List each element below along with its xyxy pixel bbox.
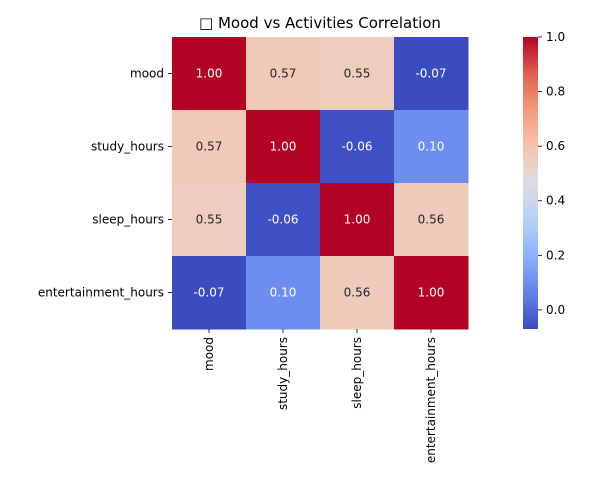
heatmap-cell-mood-sleep_hours bbox=[320, 37, 395, 111]
colorbar-tick-label: 0.4 bbox=[546, 194, 565, 208]
heatmap-cell-value: 0.55 bbox=[196, 213, 223, 227]
heatmap-cell-study_hours-entertainment_hours bbox=[394, 110, 469, 184]
heatmap-cell-value: 1.00 bbox=[344, 213, 371, 227]
heatmap-cell-sleep_hours-entertainment_hours bbox=[394, 183, 469, 257]
heatmap-cell-value: 0.57 bbox=[196, 140, 223, 154]
heatmap-cell-value: -0.06 bbox=[341, 140, 372, 154]
x-tick-label: entertainment_hours bbox=[424, 337, 438, 463]
heatmap-cell-value: 0.55 bbox=[344, 67, 371, 81]
colorbar-tick-label: 0.8 bbox=[546, 85, 565, 99]
heatmap-cell-value: 1.00 bbox=[270, 140, 297, 154]
x-tick-label: mood bbox=[202, 337, 216, 371]
y-axis-ticks: mood study_hours sleep_hours entertainment_… bbox=[38, 67, 172, 300]
heatmap-cell-entertainment_hours-mood bbox=[172, 256, 247, 330]
x-axis-ticks: mood study_hours sleep_hours entertainment_… bbox=[202, 329, 438, 463]
y-tick-label: study_hours bbox=[91, 140, 164, 154]
heatmap-cell-value: 1.00 bbox=[418, 286, 445, 300]
colorbar-tick-label: 0.0 bbox=[546, 303, 565, 317]
heatmap-cell-mood-entertainment_hours bbox=[394, 37, 469, 111]
heatmap-cell-mood-mood bbox=[172, 37, 247, 111]
heatmap-cell-mood-study_hours bbox=[246, 37, 321, 111]
heatmap-cell-value: 0.57 bbox=[270, 67, 297, 81]
heatmap-cell-study_hours-study_hours bbox=[246, 110, 321, 184]
colorbar: 0.0 0.2 0.4 0.6 0.8 1.0 bbox=[523, 30, 565, 329]
heatmap-cell-study_hours-sleep_hours bbox=[320, 110, 395, 184]
x-tick-label: study_hours bbox=[276, 337, 290, 410]
chart-title: □ Mood vs Activities Correlation bbox=[199, 14, 441, 32]
heatmap-cell-value: -0.07 bbox=[193, 286, 224, 300]
heatmap-cell-value: 0.10 bbox=[270, 286, 297, 300]
heatmap-cell-labels: 1.00 0.57 0.55 -0.07 0.57 1.00 -0.06 0.10 0.55 -0… bbox=[193, 67, 446, 300]
heatmap-cell-entertainment_hours-sleep_hours bbox=[320, 256, 395, 330]
heatmap-cell-sleep_hours-sleep_hours bbox=[320, 183, 395, 257]
heatmap-cell-sleep_hours-mood bbox=[172, 183, 247, 257]
heatmap-cell-entertainment_hours-study_hours bbox=[246, 256, 321, 330]
colorbar-gradient bbox=[523, 37, 538, 329]
heatmap-cell-study_hours-mood bbox=[172, 110, 247, 184]
colorbar-tick-label: 0.2 bbox=[546, 248, 565, 262]
heatmap-cell-value: -0.06 bbox=[267, 213, 298, 227]
heatmap-cell-value: 1.00 bbox=[196, 67, 223, 81]
heatmap-cell-value: 0.10 bbox=[418, 140, 445, 154]
colorbar-tick-label: 1.0 bbox=[546, 30, 565, 44]
heatmap-cell-value: 0.56 bbox=[344, 286, 371, 300]
heatmap-cell-entertainment_hours-entertainment_hours bbox=[394, 256, 469, 330]
y-tick-label: entertainment_hours bbox=[38, 286, 164, 300]
heatmap-cell-value: 0.56 bbox=[418, 213, 445, 227]
y-tick-label: sleep_hours bbox=[92, 213, 164, 227]
colorbar-tick-label: 0.6 bbox=[546, 139, 565, 153]
heatmap-cell-value: -0.07 bbox=[415, 67, 446, 81]
y-tick-label: mood bbox=[130, 67, 164, 81]
heatmap-cell-sleep_hours-study_hours bbox=[246, 183, 321, 257]
x-tick-label: sleep_hours bbox=[350, 337, 364, 409]
heatmap-cells bbox=[172, 37, 469, 330]
